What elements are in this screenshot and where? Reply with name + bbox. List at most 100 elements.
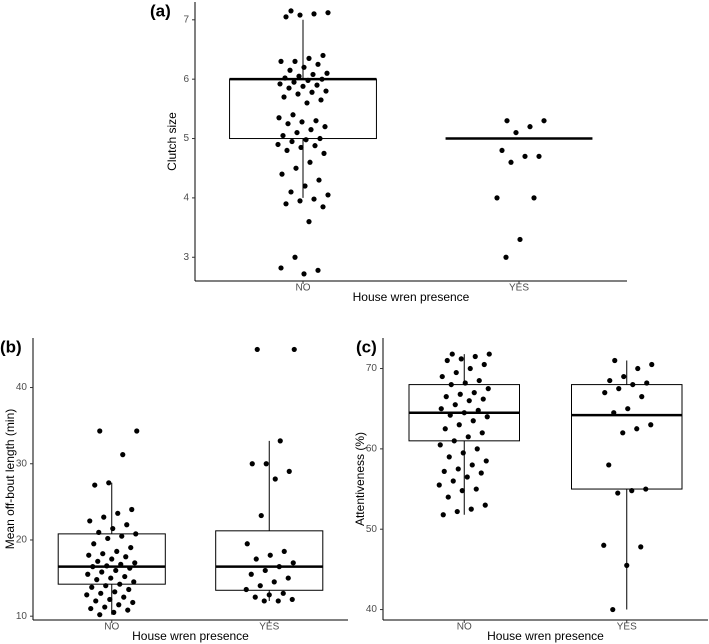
data-point [112,589,118,595]
data-point [243,586,249,593]
data-point [458,356,464,362]
data-point [325,10,331,16]
data-point [459,488,465,494]
data-point [103,583,109,589]
data-point [480,396,486,402]
data-point [286,85,292,91]
data-point [448,381,454,388]
data-point [100,551,106,557]
data-point [288,8,294,14]
data-point [445,494,451,500]
data-point [87,518,93,524]
data-point [481,361,487,368]
data-point [121,594,127,600]
data-point [318,97,324,103]
data-point [456,422,462,428]
panel-label: (a) [150,1,171,20]
data-point [309,89,315,95]
data-point [310,71,316,78]
data-point [453,369,459,376]
data-point [469,462,475,468]
data-point [513,129,519,136]
data-point [294,129,300,136]
data-point [119,533,125,539]
data-point [258,512,264,519]
data-point [438,406,444,412]
y-axis-title: Mean off-bout length (min) [3,409,17,550]
data-point [451,438,457,444]
data-point [615,490,621,496]
data-point [465,434,471,440]
data-point [107,596,113,603]
data-point [280,590,286,596]
data-point [278,265,284,271]
data-point [276,564,282,570]
data-point [128,544,134,551]
data-point [437,442,443,448]
data-point [253,556,259,562]
data-point [86,552,92,558]
data-point [610,606,616,613]
data-point [314,82,320,88]
data-point [287,67,293,73]
data-point [290,112,296,118]
data-point [98,590,104,596]
data-point [127,565,133,571]
data-point [88,605,94,612]
data-point [90,564,96,570]
data-point [290,560,296,566]
data-point [300,83,306,89]
data-point [89,584,95,590]
data-point [99,569,105,575]
panel-label: (b) [0,337,22,356]
data-point [307,159,313,165]
data-point [133,531,139,537]
data-point [541,118,547,124]
data-point [106,480,112,486]
data-point [436,482,442,488]
data-point [124,522,130,528]
data-point [108,575,114,581]
data-point [306,219,312,225]
data-point [499,147,505,154]
x-axis-title: House wren presence [487,629,604,643]
data-point [440,512,446,518]
data-point [261,598,267,604]
data-point [289,138,295,145]
data-point [295,91,301,97]
data-point [110,525,116,532]
data-point [461,410,467,416]
data-point [278,58,284,64]
data-point [94,577,100,583]
data-point [439,373,445,380]
y-axis-title: Clutch size [165,112,179,171]
data-point [120,452,126,458]
data-point [277,438,283,444]
data-point [301,64,307,70]
data-point [317,135,323,142]
data-point [503,254,509,260]
y-tick-label: 5 [183,133,189,144]
y-tick-label: 40 [16,382,28,393]
data-point [101,514,107,520]
data-point [291,346,297,353]
data-point [484,414,490,420]
data-point [454,508,460,515]
data-point [475,407,481,413]
data-point [607,377,613,384]
data-point [272,476,278,482]
x-tick-label: NO [457,622,472,633]
data-point [527,124,533,130]
data-point [105,535,111,542]
data-point [447,412,453,418]
data-point [266,592,272,598]
data-point [320,204,326,210]
data-point [93,598,99,604]
box [215,530,324,591]
data-point [286,468,292,474]
data-point [649,361,655,368]
x-tick-label: NO [104,622,119,633]
data-point [634,426,640,432]
data-point [96,529,102,535]
data-point [109,556,115,562]
